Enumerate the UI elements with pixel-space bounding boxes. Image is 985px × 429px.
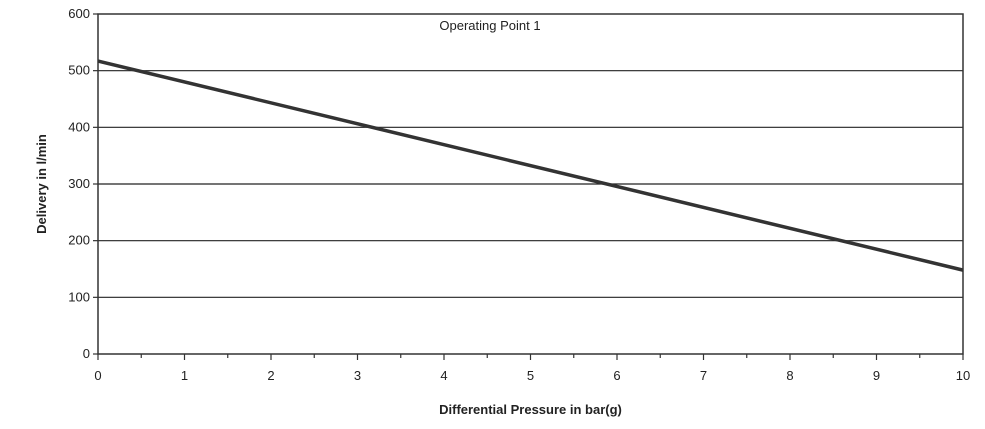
- x-tick-label: 7: [700, 368, 707, 383]
- x-tick-label: 3: [354, 368, 361, 383]
- y-tick-label: 500: [68, 63, 90, 78]
- y-tick-label: 0: [83, 346, 90, 361]
- y-tick-label: 400: [68, 119, 90, 134]
- x-tick-label: 5: [527, 368, 534, 383]
- gridlines: [98, 70, 963, 298]
- series-line: [97, 59, 964, 272]
- x-tick-label: 0: [94, 368, 101, 383]
- chart-title: Operating Point 1: [439, 18, 540, 33]
- series-lines: [97, 59, 964, 272]
- y-axis-title: Delivery in l/min: [34, 134, 49, 234]
- y-tick-label: 300: [68, 176, 90, 191]
- x-axis: 0 1 2 3 4 5 6 7 8 9 10: [94, 354, 970, 383]
- x-tick-label: 10: [956, 368, 970, 383]
- x-tick-label: 4: [440, 368, 447, 383]
- y-tick-label: 200: [68, 233, 90, 248]
- x-tick-label: 9: [873, 368, 880, 383]
- x-axis-title: Differential Pressure in bar(g): [439, 402, 622, 417]
- x-tick-label: 1: [181, 368, 188, 383]
- x-tick-label: 8: [786, 368, 793, 383]
- y-tick-label: 600: [68, 6, 90, 21]
- x-tick-label: 6: [613, 368, 620, 383]
- x-tick-label: 2: [267, 368, 274, 383]
- y-axis: 0 100 200 300 400 500 600: [68, 6, 98, 361]
- y-tick-label: 100: [68, 289, 90, 304]
